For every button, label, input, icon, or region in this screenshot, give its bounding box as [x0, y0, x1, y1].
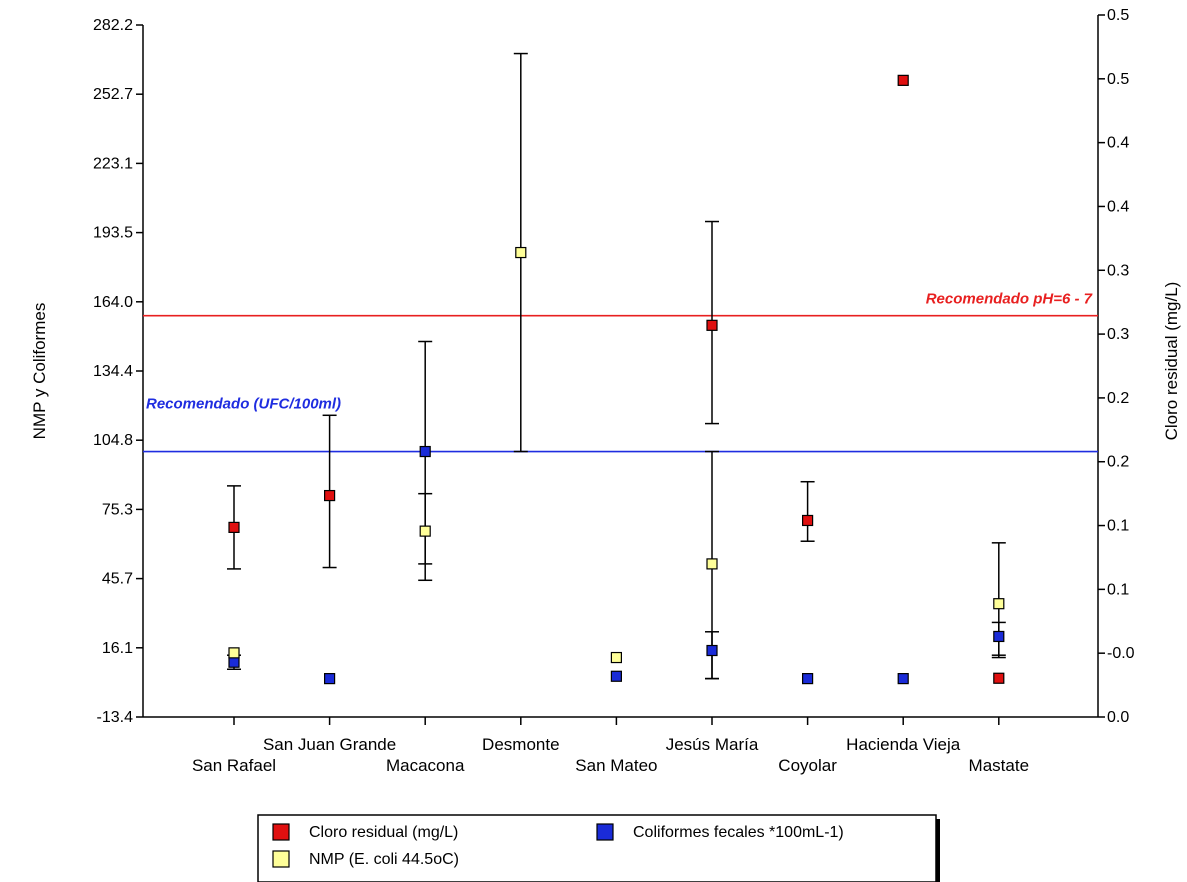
- error-bars: [227, 52, 1006, 680]
- right-axis-ticks: 0.5 0.5 0.4 0.4 0.3 0.3 0.2 0.2 0.1 0.1 -0.0 0.0: [1098, 7, 1135, 726]
- left-tick-label: 104.8: [93, 432, 133, 449]
- right-tick-label: 0.5: [1107, 71, 1129, 88]
- cloro-marker: [897, 74, 909, 86]
- right-tick-label: 0.0: [1107, 709, 1129, 726]
- nmp-marker: [419, 525, 431, 537]
- left-tick-label: 16.1: [102, 640, 133, 657]
- left-tick-label: 164.0: [93, 294, 133, 311]
- nmp-marker: [993, 598, 1005, 610]
- nmp-marker: [228, 647, 240, 659]
- right-tick-label: 0.2: [1107, 454, 1129, 471]
- right-tick-label: 0.4: [1107, 198, 1129, 215]
- legend-label: Cloro residual (mg/L): [309, 824, 458, 841]
- right-tick-label: 0.1: [1107, 518, 1129, 535]
- plot-frame: [142, 15, 1099, 718]
- left-axis-label: NMP y Coliformes: [30, 303, 49, 440]
- category-label: Hacienda Vieja: [846, 735, 961, 754]
- right-tick-label: 0.4: [1107, 135, 1129, 152]
- left-axis-ticks: 282.2 252.7 223.1 193.5 164.0 134.4 104.8 75.3 4…: [93, 17, 143, 726]
- category-label: Coyolar: [778, 756, 837, 775]
- right-tick-label: 0.2: [1107, 390, 1129, 407]
- left-tick-label: 282.2: [93, 17, 133, 34]
- legend-label: NMP (E. coli 44.5oC): [309, 851, 459, 868]
- legend-shadow: [936, 819, 940, 882]
- left-tick-label: 45.7: [102, 571, 133, 588]
- category-label: Macacona: [386, 756, 465, 775]
- legend-label: Coliformes fecales *100mL-1): [633, 824, 844, 841]
- left-tick-label: 252.7: [93, 86, 133, 103]
- coliformes-marker: [801, 673, 814, 685]
- coliformes-marker: [419, 445, 431, 458]
- category-label: Mastate: [969, 756, 1029, 775]
- cloro-marker: [801, 514, 814, 527]
- reference-lines: Recomendado pH=6 - 7 Recomendado (UFC/100…: [143, 291, 1098, 453]
- reference-line-label: Recomendado (UFC/100ml): [146, 396, 341, 413]
- cloro-marker: [228, 521, 240, 533]
- reference-line-label: Recomendado pH=6 - 7: [926, 291, 1093, 308]
- category-label: San Mateo: [575, 756, 657, 775]
- legend-swatch: [272, 850, 290, 868]
- data-markers: [228, 74, 1005, 685]
- right-axis-label: Cloro residual (mg/L): [1162, 282, 1181, 441]
- right-tick-label: 0.3: [1107, 262, 1129, 279]
- category-label: Jesús María: [666, 735, 759, 754]
- right-tick-label: 0.3: [1107, 326, 1129, 343]
- legend: Cloro residual (mg/L) Coliformes fecales …: [257, 814, 940, 882]
- category-label: San Rafael: [192, 756, 276, 775]
- coliformes-marker: [610, 670, 623, 682]
- coliformes-marker: [228, 656, 240, 668]
- cloro-marker: [706, 319, 718, 331]
- coliformes-marker: [993, 630, 1005, 643]
- cloro-marker: [993, 672, 1005, 684]
- cloro-marker: [324, 489, 336, 502]
- legend-swatch: [596, 823, 614, 841]
- coliformes-marker: [706, 644, 718, 657]
- category-axis-ticks: San Rafael San Juan Grande Macacona Desmont…: [192, 717, 1029, 775]
- right-tick-label: 0.5: [1107, 7, 1129, 24]
- left-tick-label: 134.4: [93, 363, 133, 380]
- left-tick-label: 223.1: [93, 155, 133, 172]
- nmp-marker: [706, 558, 718, 570]
- coliformes-marker: [324, 673, 336, 685]
- left-tick-label: 193.5: [93, 225, 133, 242]
- coliformes-marker: [897, 673, 909, 685]
- left-tick-label: -13.4: [97, 709, 134, 726]
- nmp-marker: [610, 651, 623, 664]
- right-tick-label: 0.1: [1107, 581, 1129, 598]
- nmp-marker: [515, 246, 527, 259]
- category-label: Desmonte: [482, 735, 559, 754]
- legend-swatch: [272, 823, 290, 841]
- left-tick-label: 75.3: [102, 501, 133, 518]
- category-label: San Juan Grande: [263, 735, 396, 754]
- right-tick-label: -0.0: [1107, 645, 1135, 662]
